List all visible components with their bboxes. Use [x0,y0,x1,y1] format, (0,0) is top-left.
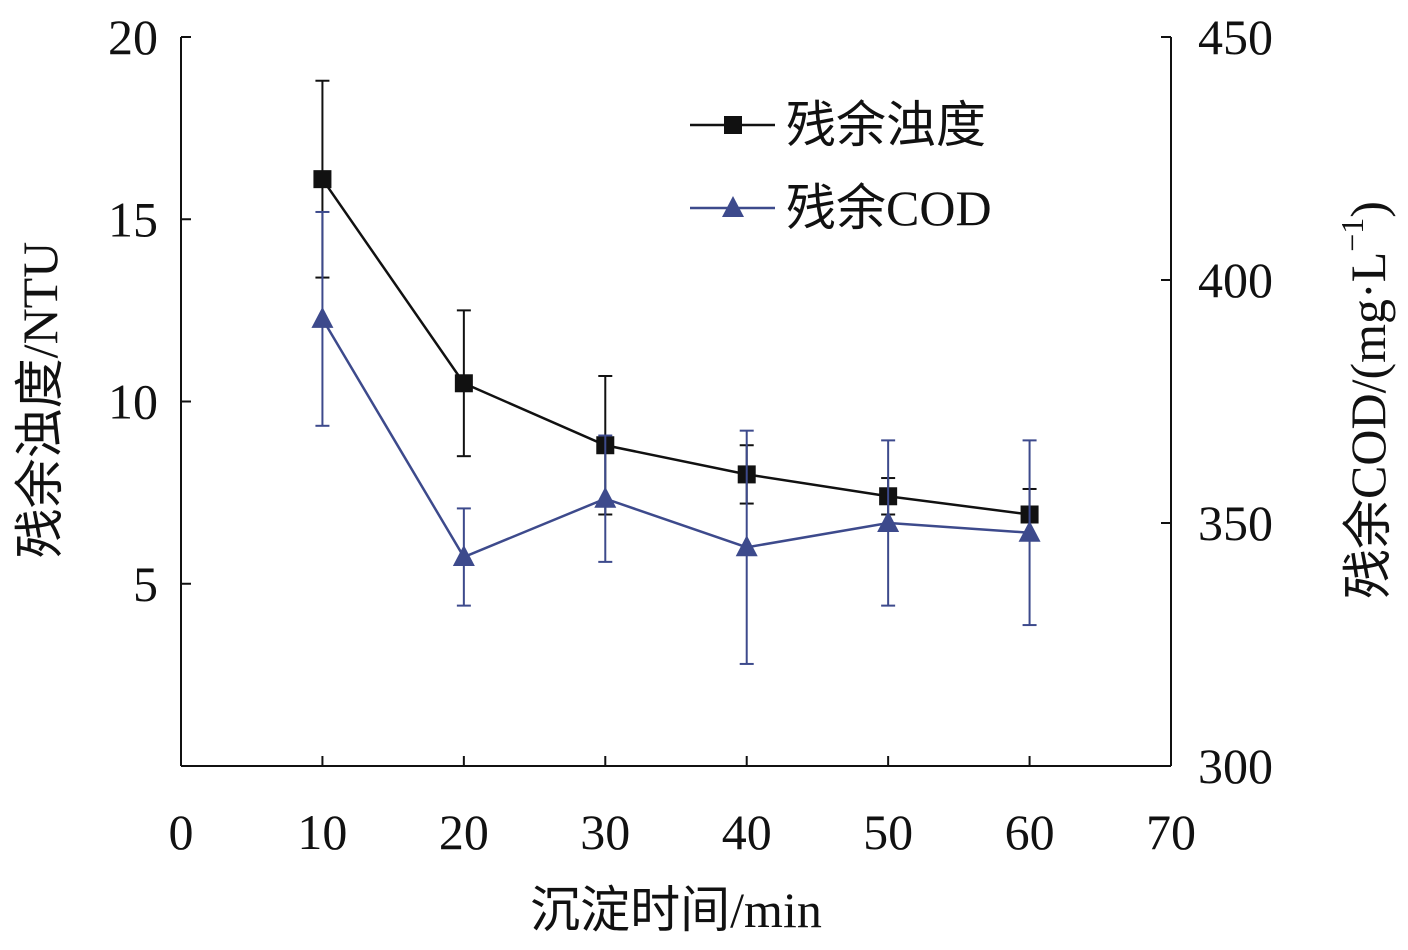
x-tick-label: 10 [297,804,347,860]
x-axis-title: 沉淀时间/min [530,882,822,938]
data-point [452,545,475,567]
plot-area [311,79,1041,665]
data-point [313,170,332,189]
series-line [321,318,1030,559]
series-cod [311,210,1041,665]
y-left-tick-label: 10 [108,374,158,430]
y-right-axis-title-main: 残余COD/(mg·L [1340,252,1396,599]
y-left-tick-label: 20 [108,9,158,65]
legend-marker [722,196,744,217]
legend-marker [724,116,742,134]
data-point [594,486,617,508]
y-left-tick-label: 5 [133,556,158,612]
data-point [454,374,473,393]
y-right-tick-label: 300 [1198,738,1273,794]
data-point [877,511,900,532]
y-left-tick-label: 15 [108,191,158,247]
legend-label: 残余浊度 [786,97,986,153]
y-right-tick-label: 450 [1198,9,1273,65]
y-right-axis-title-sup: −1 [1334,218,1370,252]
x-tick-label: 40 [722,804,772,860]
axes: 0 10 20 30 40 50 60 70 5 10 15 20 300 350 400 450 沉淀时间/m… [12,9,1396,938]
data-point [1018,520,1041,542]
data-point [735,535,758,557]
data-point [311,306,334,328]
y-right-axis-title-close: ) [1340,201,1396,218]
y-right-tick-label: 350 [1198,495,1273,551]
x-tick-label: 60 [1005,804,1055,860]
x-tick-label: 0 [169,804,194,860]
x-tick-label: 30 [580,804,630,860]
x-tick-label: 70 [1146,804,1196,860]
series-line [321,178,1030,516]
y-right-axis-title: 残余COD/(mg·L−1) [1334,201,1396,599]
x-tick-label: 50 [863,804,913,860]
legend-label: 残余COD [786,180,992,236]
y-right-tick-label: 400 [1198,252,1273,308]
x-tick-label: 20 [439,804,489,860]
y-left-axis-title: 残余浊度/NTU [12,242,68,559]
